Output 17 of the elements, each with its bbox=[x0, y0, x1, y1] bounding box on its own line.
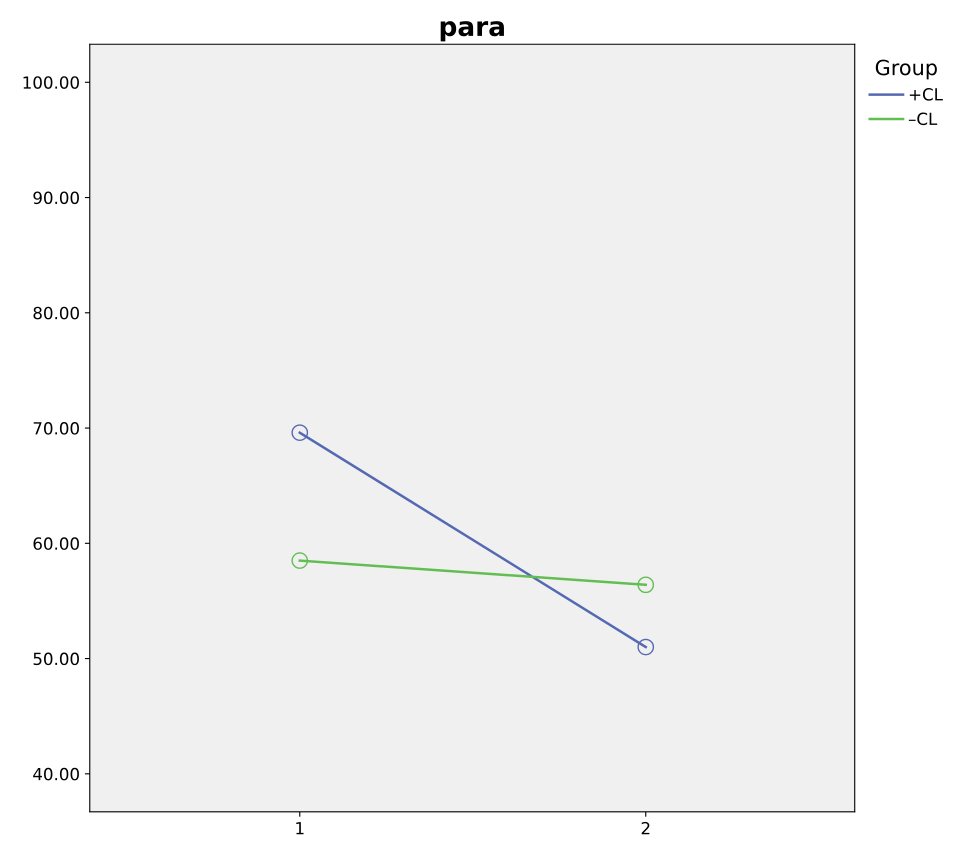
point bbox=[291, 552, 308, 569]
y-tick-label: 100.00 bbox=[24, 76, 79, 89]
x-tick-label: 1 bbox=[296, 822, 304, 834]
y-tick-label: 40.00 bbox=[33, 768, 79, 780]
point bbox=[637, 576, 654, 594]
point bbox=[291, 424, 308, 441]
y-tick-label: 60.00 bbox=[34, 537, 79, 550]
point bbox=[637, 638, 654, 656]
y-tick-label: 70.00 bbox=[34, 422, 79, 435]
legend-label: +CL bbox=[910, 88, 943, 101]
legend-title: Group bbox=[876, 60, 937, 80]
chart-title: para bbox=[440, 21, 504, 42]
legend-label: –CL bbox=[908, 112, 938, 126]
x-tick-label: 2 bbox=[642, 822, 650, 834]
y-tick-label: 80.00 bbox=[33, 306, 79, 320]
y-tick-label: 50.00 bbox=[34, 652, 79, 666]
y-tick-label: 90.00 bbox=[33, 192, 79, 204]
